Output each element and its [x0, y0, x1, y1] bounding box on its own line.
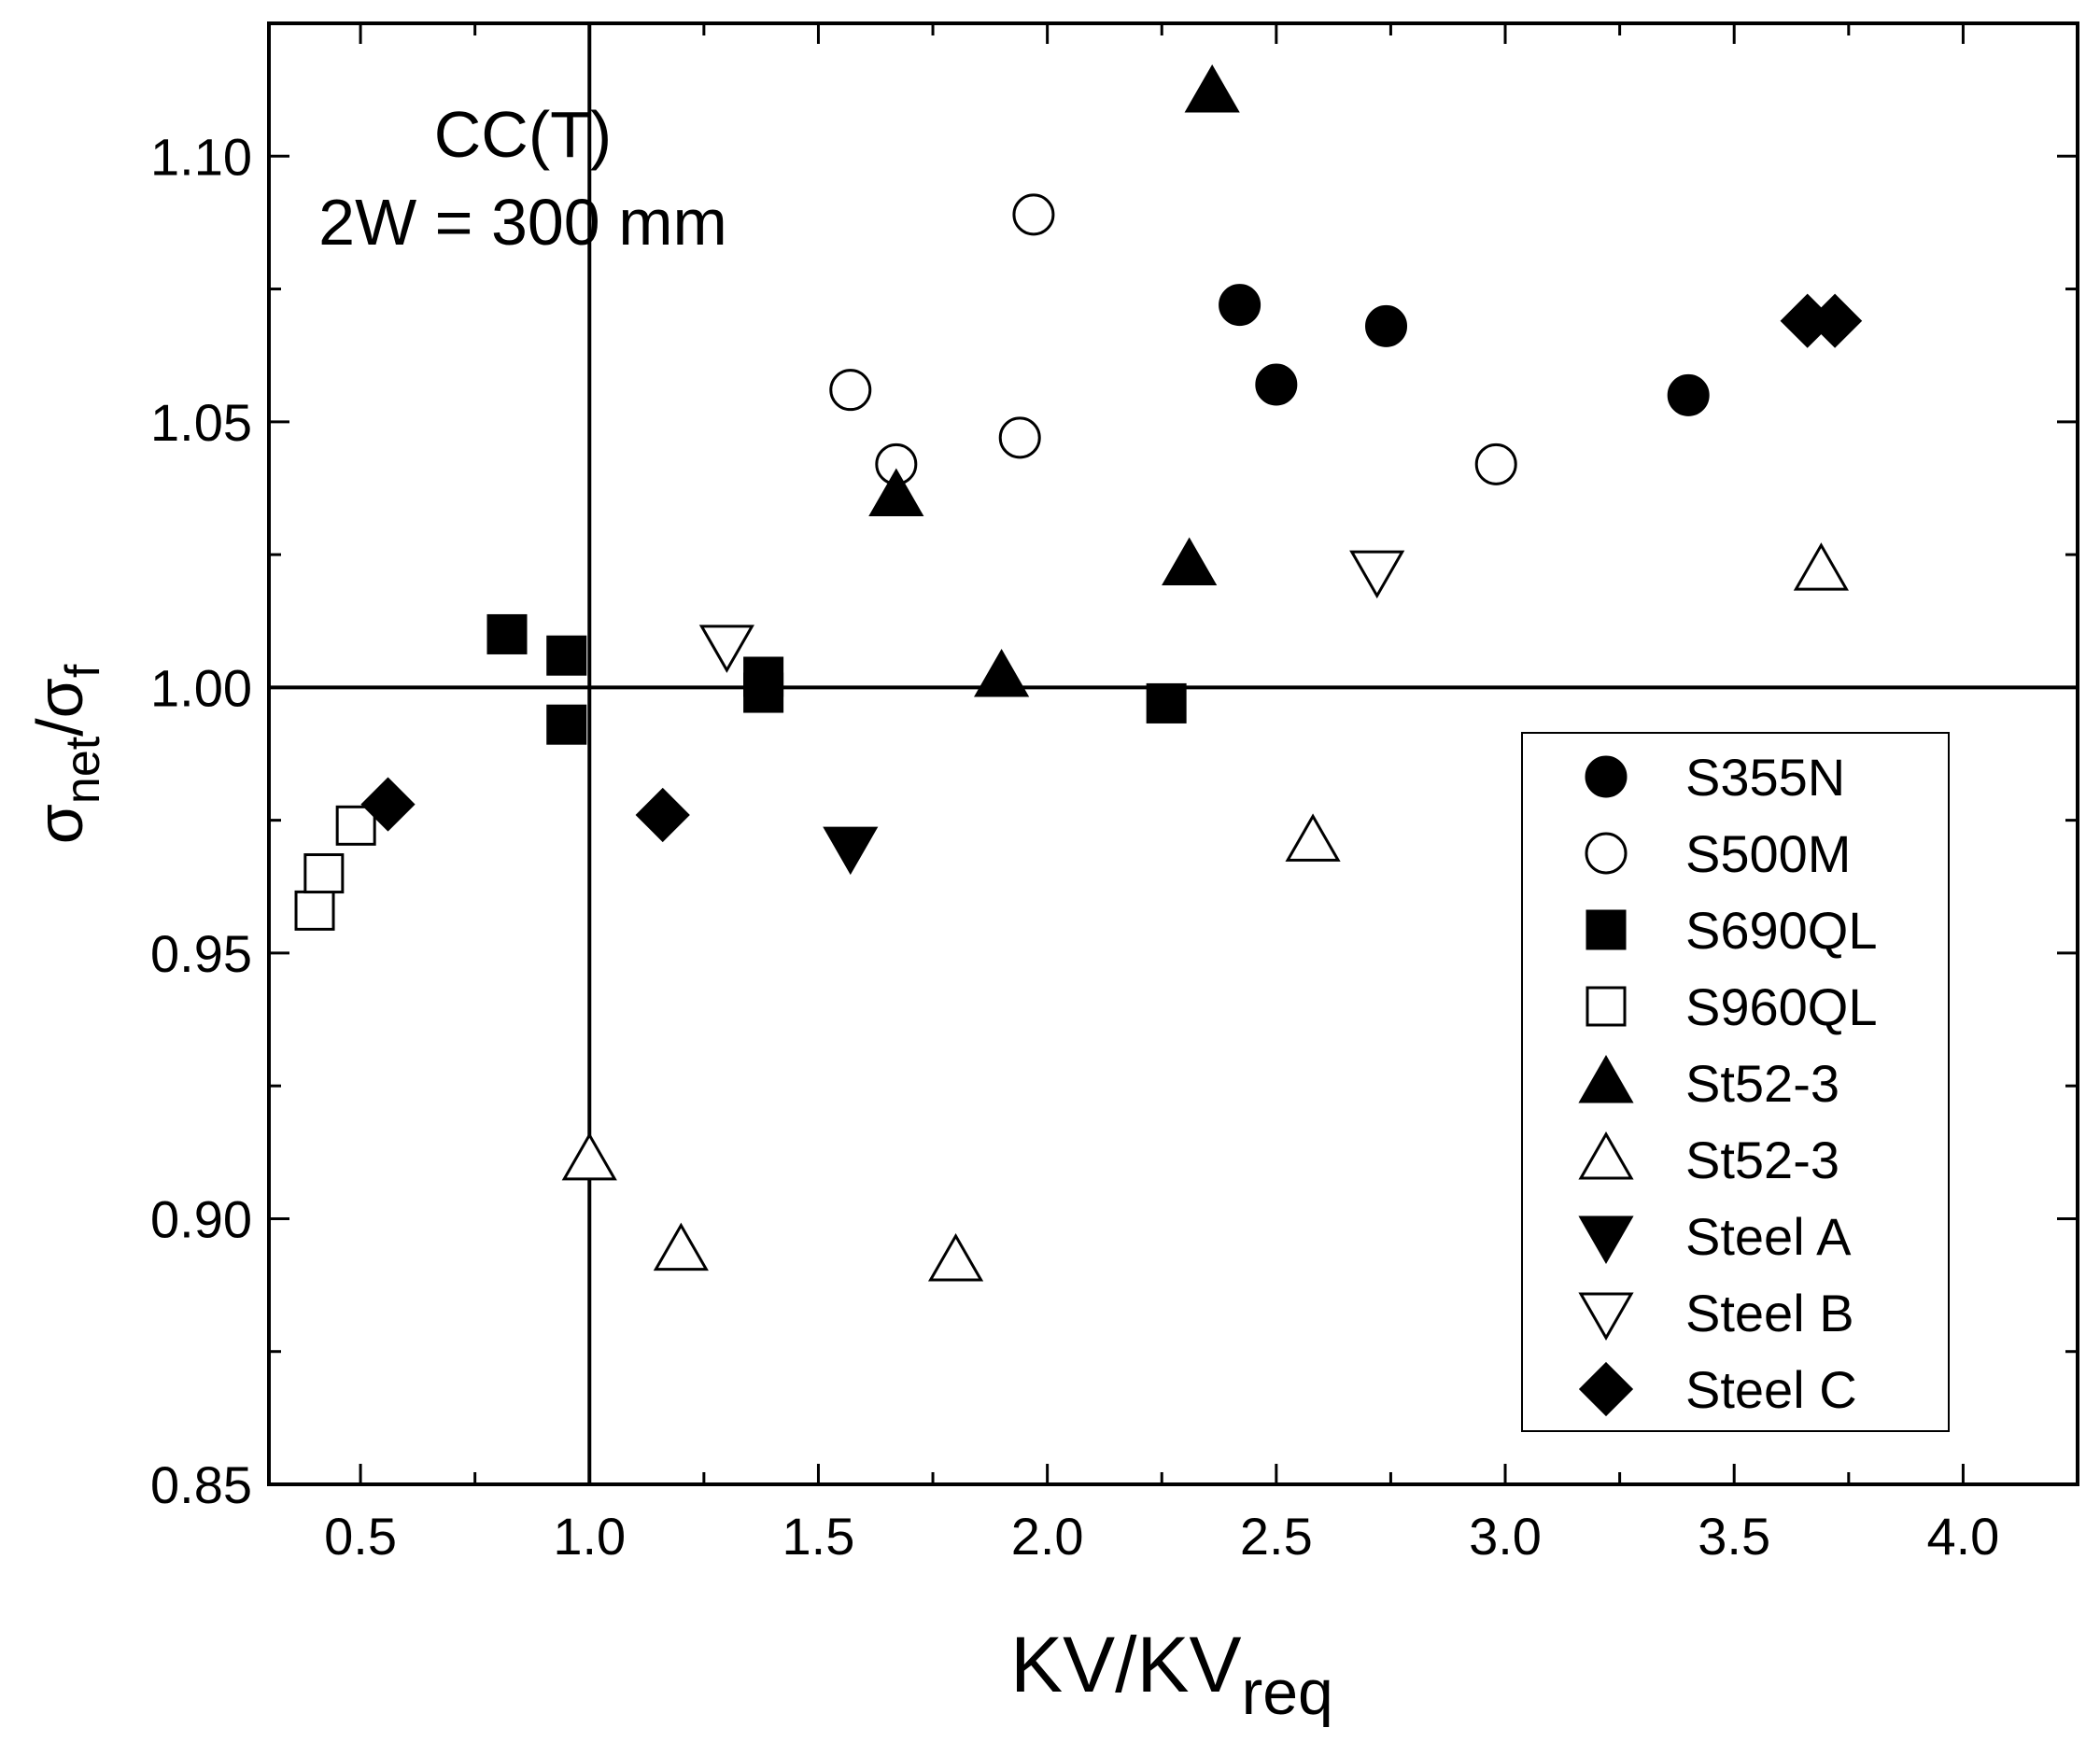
data-point — [546, 704, 587, 745]
annotation-line-2: 2W = 300 mm — [318, 186, 727, 259]
legend-label: S500M — [1685, 824, 1851, 883]
legend-marker — [1578, 1215, 1634, 1265]
legend-label: S690QL — [1685, 901, 1878, 960]
legend-label: St52-3 — [1685, 1131, 1839, 1189]
legend-marker — [1578, 1292, 1634, 1342]
data-point — [1793, 542, 1849, 591]
data-point — [1474, 443, 1517, 485]
y-axis-title-sigma-f: σ — [23, 678, 96, 718]
y-tick-label: 0.85 — [150, 1455, 252, 1514]
data-point — [823, 826, 879, 876]
legend-label: Steel C — [1685, 1360, 1857, 1419]
legend-marker — [1586, 909, 1627, 950]
legend-label: Steel A — [1685, 1207, 1852, 1266]
data-point — [335, 805, 376, 846]
legend: S355N S500M S690QL S960QL St52-3 St52-3 Steel … — [1521, 732, 1950, 1432]
x-axis-title-subscript: req — [1242, 1657, 1333, 1728]
x-axis: 0.5 1.0 1.5 2.0 2.5 3.0 3.5 4.0 — [324, 23, 2079, 1566]
y-tick-label: 0.90 — [150, 1189, 252, 1248]
data-point — [1184, 63, 1240, 113]
series-6 — [823, 826, 879, 876]
x-tick-label: 4.0 — [1926, 1507, 1999, 1566]
series-2 — [486, 613, 1187, 745]
plot-area-frame — [267, 21, 2079, 1486]
legend-label: S355N — [1685, 748, 1845, 807]
y-tick-label: 1.05 — [150, 393, 252, 452]
legend-marker — [1578, 1131, 1634, 1180]
y-tick-label: 1.10 — [150, 127, 252, 186]
data-point — [294, 890, 335, 931]
data-point — [653, 1222, 709, 1271]
data-point — [635, 787, 690, 843]
data-point — [360, 777, 416, 832]
data-point — [868, 468, 924, 516]
y-axis-title-sub-net: net — [56, 736, 110, 804]
data-point — [1219, 284, 1261, 327]
x-axis-title: KV/KVreq — [1010, 1621, 1333, 1728]
series-5 — [561, 542, 1849, 1282]
data-point — [1162, 537, 1218, 585]
x-tick-label: 1.0 — [553, 1507, 626, 1566]
legend-marker — [1578, 1361, 1634, 1417]
legend-label: S960QL — [1685, 977, 1878, 1036]
y-axis-title-slash: / — [23, 718, 96, 737]
x-tick-label: 3.5 — [1698, 1507, 1770, 1566]
y-tick-label: 1.00 — [150, 658, 252, 717]
legend-marker — [1585, 832, 1628, 875]
data-point — [303, 853, 345, 894]
series-0 — [1219, 284, 1710, 416]
legend-marker — [1585, 755, 1628, 798]
data-point — [1012, 193, 1055, 236]
data-point — [1349, 550, 1405, 599]
legend-label: Steel B — [1685, 1284, 1854, 1342]
data-point — [829, 369, 872, 412]
y-axis: 0.85 0.90 0.95 1.00 1.05 1.10 — [150, 21, 2078, 1514]
x-tick-label: 1.5 — [782, 1507, 855, 1566]
series-7 — [698, 550, 1405, 673]
series-8 — [360, 293, 1863, 843]
data-point — [486, 613, 528, 654]
data-point — [927, 1232, 984, 1282]
y-axis-title-sigma-net: σ — [23, 804, 96, 844]
data-point — [1365, 304, 1408, 347]
data-point — [1255, 363, 1298, 406]
x-tick-label: 0.5 — [324, 1507, 397, 1566]
data-point — [561, 1131, 617, 1181]
data-point — [974, 648, 1030, 697]
series-1 — [829, 193, 1517, 485]
data-point — [1146, 682, 1187, 723]
annotation-line-1: CC(T) — [434, 98, 612, 171]
x-tick-label: 2.0 — [1011, 1507, 1084, 1566]
x-axis-title-main: KV/KV — [1010, 1621, 1241, 1708]
data-point — [1807, 293, 1863, 348]
data-points — [294, 63, 1863, 1282]
x-tick-label: 2.5 — [1240, 1507, 1313, 1566]
legend-label: St52-3 — [1685, 1054, 1839, 1113]
series-4 — [868, 63, 1240, 697]
y-axis-title-sub-f: f — [56, 664, 110, 678]
data-point — [743, 672, 784, 713]
data-point — [1667, 373, 1710, 416]
y-tick-label: 0.95 — [150, 924, 252, 983]
x-tick-label: 3.0 — [1469, 1507, 1542, 1566]
data-point — [998, 416, 1041, 459]
y-axis-title: σnet/σf — [23, 664, 110, 844]
data-point — [546, 635, 587, 676]
legend-marker — [1586, 986, 1627, 1027]
data-point — [698, 625, 754, 673]
data-point — [1285, 813, 1341, 862]
series-3 — [294, 805, 376, 931]
legend-marker — [1578, 1054, 1634, 1103]
